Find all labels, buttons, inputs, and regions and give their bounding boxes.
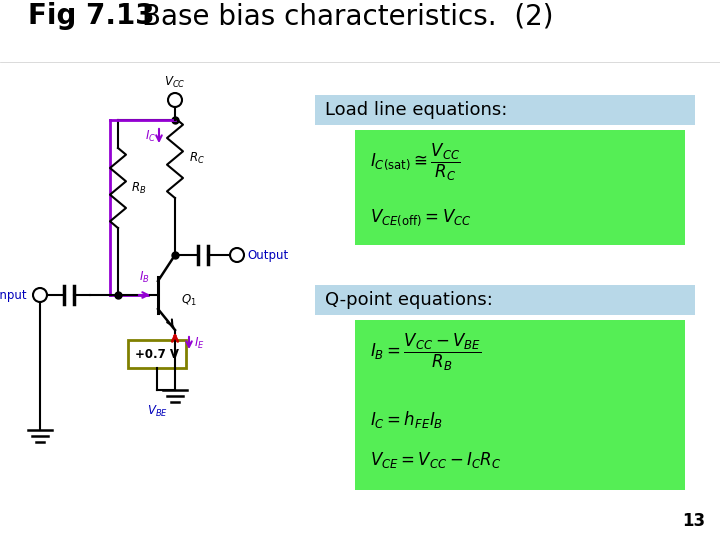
Text: $V_{CC}$: $V_{CC}$ bbox=[164, 75, 186, 90]
Text: $I_{C(\mathrm{sat})} \cong \dfrac{V_{CC}}{R_C}$: $I_{C(\mathrm{sat})} \cong \dfrac{V_{CC}… bbox=[370, 141, 461, 183]
FancyBboxPatch shape bbox=[315, 285, 695, 315]
Text: +0.7 V: +0.7 V bbox=[135, 348, 179, 361]
FancyBboxPatch shape bbox=[315, 95, 695, 125]
FancyBboxPatch shape bbox=[355, 130, 685, 245]
Text: $Q_1$: $Q_1$ bbox=[181, 293, 197, 308]
Text: 13: 13 bbox=[682, 512, 705, 530]
Text: Load line equations:: Load line equations: bbox=[325, 101, 508, 119]
Text: $I_B$: $I_B$ bbox=[139, 270, 149, 285]
Text: $R_B$: $R_B$ bbox=[131, 180, 146, 195]
Text: $I_E$: $I_E$ bbox=[194, 335, 204, 350]
Text: Q-point equations:: Q-point equations: bbox=[325, 291, 493, 309]
Text: $R_C$: $R_C$ bbox=[189, 151, 205, 166]
FancyBboxPatch shape bbox=[355, 320, 685, 490]
Text: $I_C$: $I_C$ bbox=[145, 129, 156, 144]
Text: $V_{BE}$: $V_{BE}$ bbox=[147, 404, 168, 419]
Text: Base bias characteristics.  (2): Base bias characteristics. (2) bbox=[133, 2, 554, 30]
Text: $V_{CE} = V_{CC} - I_C R_C$: $V_{CE} = V_{CC} - I_C R_C$ bbox=[370, 450, 501, 470]
Text: $I_C = h_{FE} I_B$: $I_C = h_{FE} I_B$ bbox=[370, 409, 444, 430]
Text: Fig 7.13: Fig 7.13 bbox=[28, 2, 155, 30]
Text: Output: Output bbox=[247, 248, 288, 261]
Text: $I_B = \dfrac{V_{CC} - V_{BE}}{R_B}$: $I_B = \dfrac{V_{CC} - V_{BE}}{R_B}$ bbox=[370, 332, 482, 373]
Text: $V_{CE(\mathrm{off})} = V_{CC}$: $V_{CE(\mathrm{off})} = V_{CC}$ bbox=[370, 208, 472, 228]
Text: Input: Input bbox=[0, 288, 28, 301]
FancyBboxPatch shape bbox=[128, 340, 186, 368]
